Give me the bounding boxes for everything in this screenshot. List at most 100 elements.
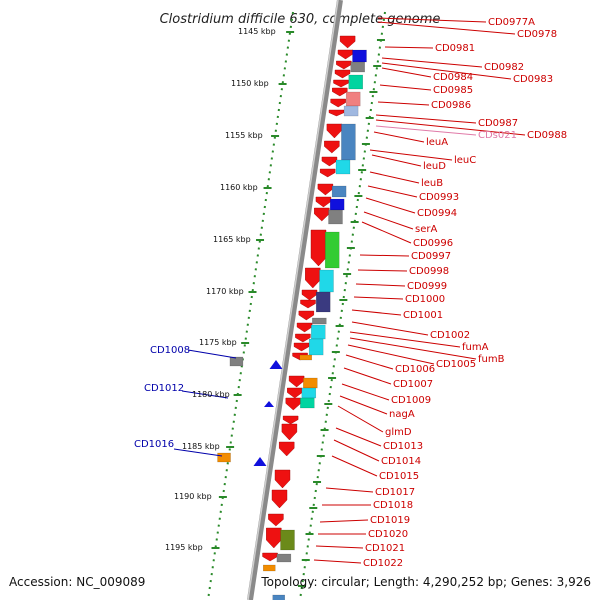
kbp-labels: 1145 kbp 1150 kbp 1155 kbp 1160 kbp 1165… <box>165 27 276 552</box>
gene-label[interactable]: CD0984 <box>433 72 473 83</box>
gene-label[interactable]: CD1001 <box>403 310 443 321</box>
kbp-label: 1150 kbp <box>231 79 269 88</box>
gene-label[interactable]: CD0999 <box>407 281 447 292</box>
gene-arrow <box>301 289 318 301</box>
gene-arrow <box>328 109 345 117</box>
gene-label[interactable]: CD1022 <box>363 558 403 569</box>
kbp-label: 1170 kbp <box>206 287 244 296</box>
leader-line <box>335 427 382 447</box>
gene-label[interactable]: CD1009 <box>391 395 431 406</box>
gene-label[interactable]: serA <box>415 224 437 235</box>
gene-box <box>348 74 363 90</box>
gene-label[interactable]: CD1002 <box>430 330 470 341</box>
gene-arrow <box>298 310 315 321</box>
gene-label[interactable]: CD1015 <box>379 471 419 482</box>
leader-line <box>341 383 390 401</box>
gene-label[interactable]: CDs021 <box>478 130 517 141</box>
gene-label[interactable]: CD0983 <box>513 74 553 85</box>
gene-label[interactable]: fumA <box>462 342 489 353</box>
gene-label[interactable]: CD0988 <box>527 130 567 141</box>
kbp-label: 1195 kbp <box>165 543 203 552</box>
gene-label[interactable]: leuD <box>423 161 446 172</box>
gene-label[interactable]: CD1012 <box>144 383 184 394</box>
kbp-ticks <box>211 31 385 587</box>
leader-line <box>357 269 408 272</box>
gene-label[interactable]: CD1014 <box>381 456 421 467</box>
genome-backbone-highlight <box>247 0 339 600</box>
gene-label[interactable]: leuA <box>426 137 448 148</box>
gene-label[interactable]: CD0994 <box>417 208 457 219</box>
gene-label[interactable]: CD1000 <box>405 294 445 305</box>
gene-arrow <box>334 69 351 79</box>
gene-box <box>301 387 317 399</box>
leader-line <box>373 131 425 143</box>
gene-label[interactable]: CD1019 <box>370 515 410 526</box>
kbp-label: 1180 kbp <box>192 390 230 399</box>
gene-arrow <box>271 489 288 509</box>
gene-label[interactable]: CD0982 <box>484 62 524 73</box>
kbp-label: 1160 kbp <box>220 183 258 192</box>
gene-label[interactable]: CD0978 <box>517 29 557 40</box>
gene-label[interactable]: CD0996 <box>413 238 453 249</box>
leader-line <box>349 337 477 360</box>
gene-label[interactable]: CD1016 <box>134 439 174 450</box>
gene-arrow <box>330 98 346 108</box>
gene-label[interactable]: CD0987 <box>478 118 518 129</box>
inner-axis-line <box>207 11 294 600</box>
gene-arrow <box>262 552 278 562</box>
gene-label[interactable]: fumB <box>478 354 505 365</box>
leader-line <box>337 405 384 433</box>
gene-box <box>276 553 292 563</box>
leader-line <box>371 154 422 167</box>
map-title: Clostridium difficile 630, complete geno… <box>160 12 441 27</box>
gene-label[interactable]: CD1007 <box>393 379 433 390</box>
gene-label[interactable]: CD0981 <box>435 43 475 54</box>
gene-arrow <box>288 375 305 388</box>
gene-label[interactable]: CD1008 <box>150 345 190 356</box>
leader-line <box>381 57 483 68</box>
leader-line <box>363 211 414 230</box>
gene-box <box>352 49 367 63</box>
gene-label[interactable]: CD0985 <box>433 85 473 96</box>
gene-arrow <box>253 457 267 466</box>
gene-arrow <box>314 207 330 222</box>
leader-line <box>361 221 412 244</box>
gene-label[interactable]: CD1018 <box>373 500 413 511</box>
gene-label[interactable]: glmD <box>385 427 412 438</box>
gene-arrow <box>282 415 299 425</box>
gene-label[interactable]: CD0998 <box>409 266 449 277</box>
leader-line <box>331 455 378 477</box>
leader-line <box>381 67 432 78</box>
gene-arrow <box>315 196 332 208</box>
gene-label[interactable]: CD0977A <box>488 17 535 28</box>
leader-line <box>353 296 404 300</box>
gene-label[interactable]: leuB <box>421 178 443 189</box>
gene-box <box>308 338 324 356</box>
gene-arrow <box>266 527 282 549</box>
gene-box <box>300 397 315 409</box>
gene-label[interactable]: leuC <box>454 155 476 166</box>
gene-arrow <box>269 360 283 369</box>
gene-label[interactable]: CD0993 <box>419 192 459 203</box>
gene-box <box>280 529 295 551</box>
right-gene-labels: CD0977A CD0978 CD0981 CD0982 CD0983 CD09… <box>363 17 567 569</box>
gene-arrow <box>332 87 348 97</box>
gene-label[interactable]: CD1005 <box>436 359 476 370</box>
gene-label[interactable]: CD0997 <box>411 251 451 262</box>
kbp-label: 1155 kbp <box>225 131 263 140</box>
gene-box <box>263 564 276 572</box>
gene-label[interactable]: CD1006 <box>395 364 435 375</box>
gene-label[interactable]: CD0986 <box>431 100 471 111</box>
genome-summary-text: Topology: circular; Length: 4,290,252 bp… <box>260 575 591 589</box>
gene-label[interactable]: CD1021 <box>365 543 405 554</box>
left-gene-labels: CD1008 CD1012 CD1016 <box>134 345 190 450</box>
gene-label[interactable]: CD1017 <box>375 487 415 498</box>
gene-arrow <box>279 441 295 457</box>
gene-label[interactable]: CD1020 <box>368 529 408 540</box>
gene-arrow <box>295 333 311 343</box>
leader-line <box>173 448 223 457</box>
gene-label[interactable]: nagA <box>389 409 415 420</box>
gene-box <box>229 356 244 367</box>
gene-label[interactable]: CD1013 <box>383 441 423 452</box>
